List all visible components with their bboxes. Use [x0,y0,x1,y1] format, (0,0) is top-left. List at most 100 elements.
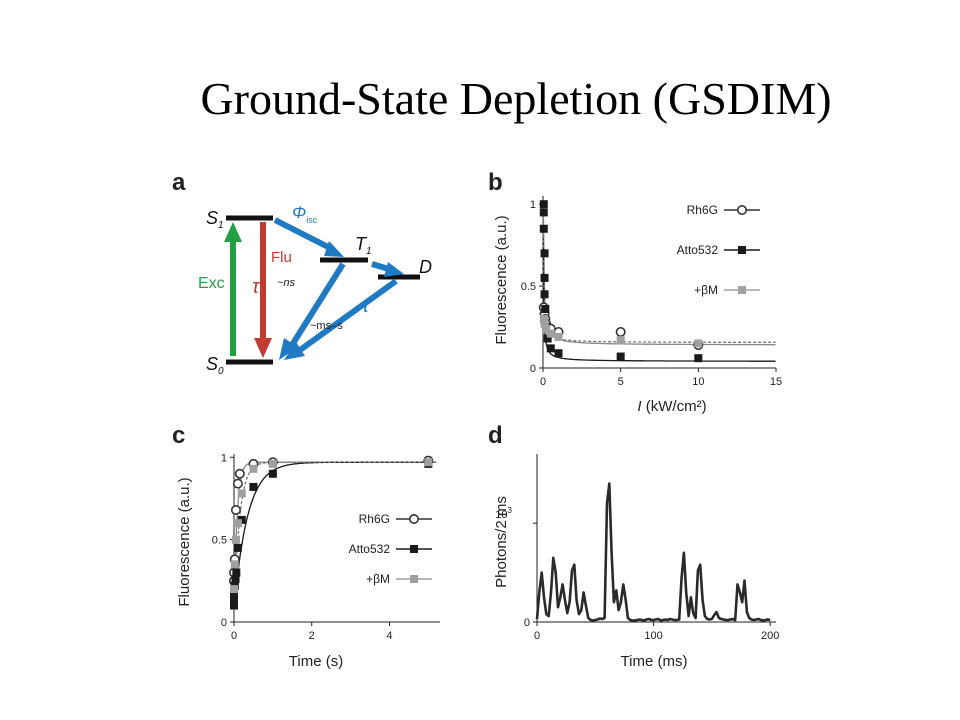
d-s0-arrow-shaft [298,278,398,353]
c-legend-label: Rh6G [359,512,390,526]
d-photon-trace [535,482,771,622]
c-point-+βM [230,560,239,569]
c-point-Atto532 [231,575,240,584]
c-point-Atto532 [232,568,241,577]
c-legend-marker [410,545,418,553]
c-legend-marker [408,513,419,524]
b-point-Atto532 [540,249,549,258]
d-x-axis-title: Time (ms) [621,653,688,670]
b-x-tick-label: 10 [692,376,704,388]
tau-triplet-label: τ [362,295,371,317]
b-y-tick-label: 1 [530,199,536,211]
d-tick-labels: 0 100 200 0 [524,617,779,642]
b-point-+βM [694,339,703,348]
panel-d-letter: d [488,422,503,449]
c-point-+βM [233,519,242,528]
b-point-Atto532 [539,208,548,217]
b-legend-marker [738,286,746,294]
b-legend-label: +βM [694,283,718,297]
b-point-Atto532 [540,290,549,299]
b-point-Atto532 [539,200,548,209]
isc-arrow-shaft [273,217,336,253]
d-x-tick-label: 200 [761,630,779,642]
t1-d-arrow-head [384,262,404,277]
d-label: D [419,257,432,277]
b-y-tick-label: 0 [530,363,536,375]
b-x-tick-label: 5 [618,376,624,388]
panel-a-jablonski-diagram: a S1 S0 T1 D Exc Flu τfl ~ns Φisc [172,169,432,377]
panel-b-letter: b [488,169,503,196]
c-point-Atto532 [230,590,238,598]
b-legend: Rh6G Atto532 +βM [677,203,760,297]
c-point-Atto532 [268,469,277,478]
b-point-Rh6G [615,326,626,337]
exc-label: Exc [198,275,225,292]
b-data-points [538,200,704,363]
tau-fl-label: τfl [252,276,264,301]
c-x-tick-label: 0 [231,630,237,642]
c-point-+βM [249,464,258,473]
c-legend-marker [410,575,418,583]
panel-a-letter: a [172,169,186,196]
c-y-tick-label: 1 [221,452,227,464]
b-legend-marker [738,246,746,254]
b-tick-labels: 0 5 10 15 0 0.5 1 [521,199,782,388]
c-point-Atto532 [230,601,238,610]
b-fit-curve [542,200,776,346]
d-y-tick-1e3: 103 [495,506,512,521]
panel-b-chart: 0 5 10 15 0 0.5 1 I (kW/cm²) Fluorescence (a.u… [493,196,782,415]
t1-s0-arrow-shaft [289,262,346,347]
t1-label: T1 [355,234,372,257]
b-fit-curves [542,200,776,362]
c-data-points [229,455,434,610]
b-point-+βM [616,336,625,345]
d-axes [533,454,776,626]
c-fit-curve [233,461,437,609]
phi-isc-label: Φisc [292,203,318,225]
c-x-tick-label: 4 [386,630,392,642]
c-tick-labels: 0 2 4 0 0.5 1 [212,452,393,642]
b-y-axis-title: Fluorescence (a.u.) [493,215,510,344]
b-fit-curve [542,219,776,343]
c-point-+βM [268,459,277,468]
c-point-Rh6G [230,504,241,515]
c-x-axis-title: Time (s) [289,653,343,670]
d-y-axis-title: Photons/2 ms [493,496,510,588]
b-point-+βM [539,314,548,323]
b-point-+βM [554,332,563,341]
b-fit-curve [542,238,776,362]
b-point-Atto532 [616,352,625,361]
b-legend-label: Rh6G [687,203,718,217]
c-point-+βM [237,489,246,498]
c-point-Rh6G [234,468,245,479]
ms-s-label: ~ms–s [310,320,343,332]
panel-d-chart: 0 100 200 0 103 Time (ms) Photons/2 ms [493,454,779,670]
d-x-tick-label: 100 [644,630,662,642]
flu-label: Flu [271,249,292,266]
b-point-Atto532 [546,344,555,353]
c-fit-curve [233,461,437,609]
b-point-+βM [546,329,555,338]
c-point-+βM [231,535,240,544]
c-legend: Rh6G Atto532 +βM [349,512,432,586]
c-y-tick-label: 0 [221,617,227,629]
b-point-Atto532 [694,354,703,363]
s1-label: S1 [206,208,224,231]
panel-c-chart: 0 2 4 0 0.5 1 Time (s) Fluorescence (a.u.) Rh… [176,452,440,670]
b-point-Atto532 [543,334,552,343]
d-y-tick-label: 0 [524,617,530,629]
b-point-Atto532 [540,273,549,282]
b-y-tick-label: 0.5 [521,281,536,293]
d-x-tick-label: 0 [534,630,540,642]
ns-label: ~ns [277,277,296,289]
c-y-axis-title: Fluorescence (a.u.) [176,477,193,606]
c-axes [230,454,440,626]
c-point-+βM [424,458,433,467]
flu-arrow-head [254,338,272,358]
b-point-Atto532 [539,224,548,233]
b-x-axis-title: I (kW/cm²) [637,398,706,415]
slide-title: Ground-State Depletion (GSDIM) [200,73,832,124]
c-point-Atto532 [233,543,242,552]
b-legend-marker [736,205,747,216]
